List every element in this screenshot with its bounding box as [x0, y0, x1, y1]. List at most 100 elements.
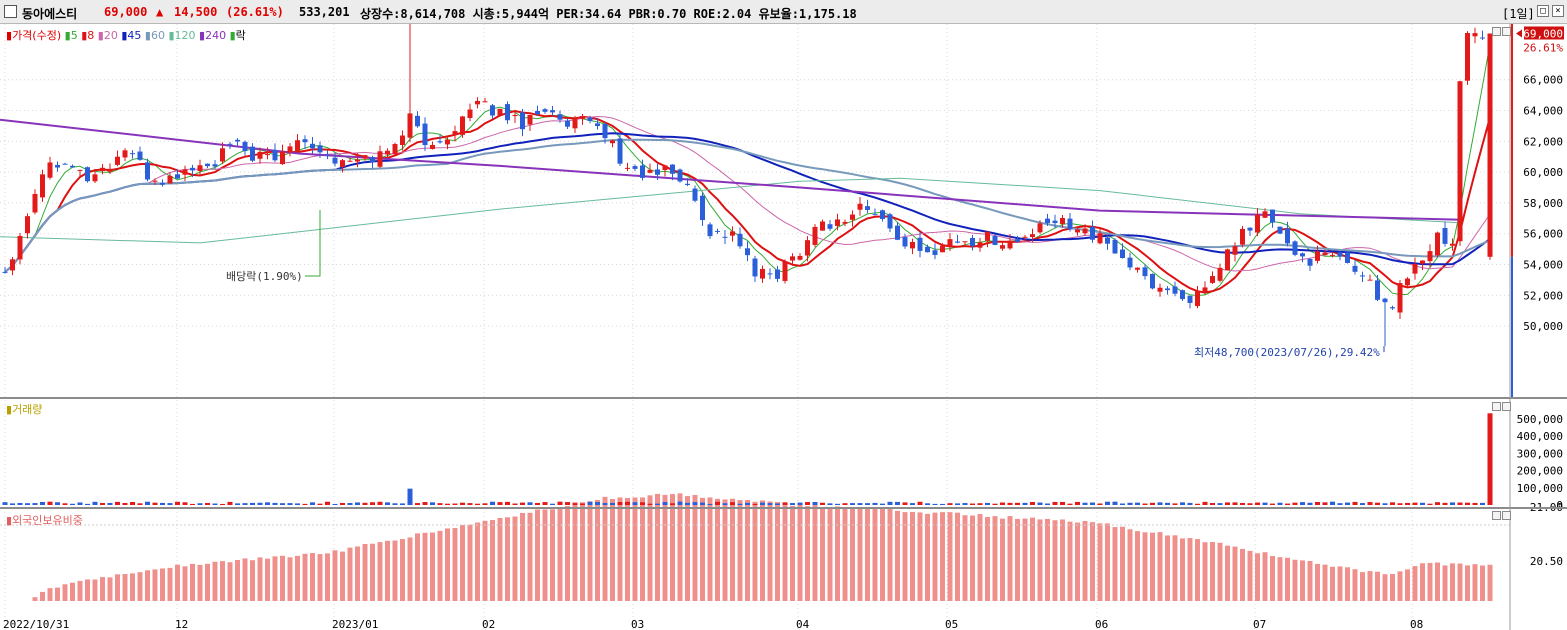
volume-bar	[1082, 502, 1088, 505]
ma45-legend: ▮45	[121, 29, 142, 42]
checkbox[interactable]	[4, 5, 17, 18]
period-label[interactable]: [1일]	[1502, 7, 1535, 21]
foreign-ownership-bar	[1232, 546, 1238, 601]
candlestick	[250, 146, 255, 161]
foreign-ownership-bar	[1300, 560, 1305, 601]
candlestick	[1202, 287, 1208, 293]
candlestick	[812, 226, 818, 245]
x-tick-label: 2022/10/31	[3, 618, 69, 630]
candlestick	[227, 143, 233, 145]
volume-bar	[617, 502, 623, 505]
candlestick	[902, 237, 908, 247]
candlestick	[1067, 218, 1073, 230]
foreign-ownership-bar	[1487, 564, 1493, 601]
foreign-ownership-bar	[70, 582, 75, 601]
candlestick	[1120, 249, 1125, 258]
volume-bar	[392, 503, 398, 505]
foreign-ownership-bar	[190, 563, 195, 601]
foreign-ownership-bar	[160, 568, 165, 601]
foreign-ownership-bar	[370, 543, 375, 601]
foreign-ownership-bar	[115, 574, 120, 601]
price-tick-label: 60,000	[1523, 166, 1563, 179]
foreign-ownership-bar	[437, 530, 443, 601]
candlestick	[1165, 288, 1170, 291]
volume-bar	[1037, 502, 1043, 505]
foreign-ownership-bar	[910, 512, 915, 601]
foreign-ownership-bar	[685, 496, 690, 601]
volume-bar	[1277, 502, 1283, 505]
price-panel-minimize-button[interactable]	[1492, 27, 1501, 36]
volume-bar	[115, 501, 120, 505]
volume-tick-label: 100,000	[1517, 482, 1563, 495]
foreign-ownership-bar	[1157, 532, 1163, 601]
foreign-ownership-bar	[1480, 565, 1485, 601]
candlestick	[1487, 33, 1493, 257]
price-legend-title: 가격(수정)	[12, 29, 62, 42]
foreign-ownership-bar	[992, 516, 998, 601]
foreign-ownership-bar	[212, 561, 218, 601]
volume-bar	[1472, 502, 1478, 505]
price-tick-label: 56,000	[1523, 228, 1563, 241]
volume-bar	[715, 501, 720, 505]
candlestick	[947, 239, 953, 247]
foreign-ownership-bar	[737, 500, 743, 601]
foreign-panel-close-button[interactable]	[1502, 511, 1511, 520]
foreign-ownership-bar	[1472, 564, 1478, 601]
volume-bar	[1457, 502, 1463, 505]
volume-panel-close-button[interactable]	[1502, 402, 1511, 411]
candlestick	[572, 119, 578, 129]
foreign-ownership-bar	[452, 528, 458, 601]
ex-right-legend: ▮락	[229, 29, 246, 42]
candlestick	[820, 221, 825, 231]
volume-bar	[407, 488, 413, 505]
foreign-ownership-bar	[1000, 518, 1005, 601]
volume-bar	[865, 503, 870, 505]
foreign-ownership-bar	[700, 497, 705, 601]
candlestick	[677, 169, 683, 182]
volume-bar	[62, 503, 68, 505]
candlestick	[362, 155, 368, 159]
candlestick	[805, 240, 810, 256]
candlestick	[242, 141, 248, 152]
x-tick-label: 04	[796, 618, 810, 630]
stock-chart: 최고69,500(2023/01/16),0.72%최저48,700(2023/…	[0, 24, 1567, 630]
candlestick	[1000, 245, 1005, 249]
price-panel-close-button[interactable]	[1502, 27, 1511, 36]
volume-panel-minimize-button[interactable]	[1492, 402, 1501, 411]
candlestick	[1060, 217, 1065, 224]
volume-bar	[700, 502, 705, 505]
foreign-ownership-bar	[760, 500, 765, 601]
volume-bar	[272, 502, 278, 505]
volume-bar	[452, 503, 458, 505]
foreign-ownership-bar	[632, 497, 638, 601]
maximize-button[interactable]: □	[1537, 5, 1549, 17]
volume-bar	[1045, 503, 1050, 505]
foreign-ownership-bar	[47, 588, 53, 601]
foreign-ownership-bar	[865, 507, 870, 601]
candlestick	[1292, 241, 1298, 255]
foreign-ownership-bar	[707, 497, 713, 601]
foreign-ownership-bar	[827, 508, 833, 601]
x-tick-label: 12	[175, 618, 188, 630]
candlestick	[595, 123, 600, 127]
foreign-ownership-bar	[835, 506, 840, 601]
volume-bar	[955, 503, 960, 505]
volume-bar	[1412, 502, 1418, 505]
candlestick	[25, 216, 30, 234]
volume-bar	[505, 501, 510, 505]
volume-bar	[902, 502, 908, 505]
candlestick	[1225, 249, 1230, 271]
volume-bar	[137, 503, 143, 505]
candlestick	[415, 115, 420, 127]
candlestick	[212, 164, 218, 167]
foreign-ownership-bar	[1022, 518, 1028, 601]
close-button[interactable]: ×	[1552, 5, 1564, 17]
foreign-ownership-bar	[917, 512, 923, 601]
change-up-icon: ▲	[156, 5, 164, 19]
volume-bar	[760, 502, 765, 505]
volume-bar	[175, 501, 180, 505]
candlestick	[1247, 227, 1253, 231]
foreign-panel-minimize-button[interactable]	[1492, 511, 1501, 520]
volume-bar	[790, 503, 795, 505]
foreign-ownership-bar	[542, 509, 548, 601]
